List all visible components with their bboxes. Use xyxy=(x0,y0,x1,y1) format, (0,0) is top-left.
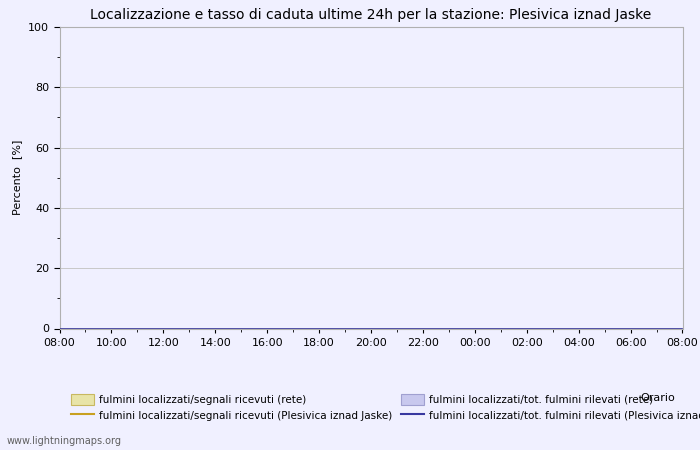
Y-axis label: Percento  [%]: Percento [%] xyxy=(13,140,22,216)
Text: Orario: Orario xyxy=(640,393,676,403)
Text: www.lightningmaps.org: www.lightningmaps.org xyxy=(7,436,122,446)
Title: Localizzazione e tasso di caduta ultime 24h per la stazione: Plesivica iznad Jas: Localizzazione e tasso di caduta ultime … xyxy=(90,8,652,22)
Legend: fulmini localizzati/segnali ricevuti (rete), fulmini localizzati/segnali ricevut: fulmini localizzati/segnali ricevuti (re… xyxy=(71,394,700,421)
